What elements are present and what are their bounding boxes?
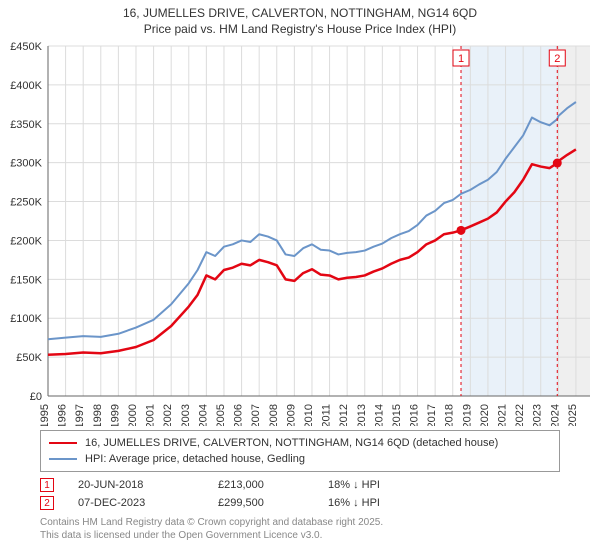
svg-text:1996: 1996	[57, 404, 69, 426]
svg-text:2: 2	[554, 53, 560, 65]
svg-text:2009: 2009	[285, 404, 297, 426]
svg-text:1997: 1997	[74, 404, 86, 426]
svg-text:2010: 2010	[303, 404, 315, 426]
plot-area: £0 £50K £100K £150K £200K £250K £300K £350K £400…	[0, 36, 600, 426]
svg-text:2002: 2002	[162, 404, 174, 426]
svg-text:1999: 1999	[109, 404, 121, 426]
svg-text:2001: 2001	[145, 404, 157, 426]
legend: 16, JUMELLES DRIVE, CALVERTON, NOTTINGHA…	[40, 430, 560, 472]
svg-text:£350K: £350K	[10, 119, 42, 131]
sale-price: £299,500	[218, 497, 328, 509]
svg-text:£0: £0	[30, 391, 42, 403]
legend-swatch	[49, 442, 77, 445]
svg-text:£150K: £150K	[10, 274, 42, 286]
sale-price: £213,000	[218, 479, 328, 491]
svg-text:£250K: £250K	[10, 197, 42, 209]
svg-text:£450K: £450K	[10, 41, 42, 53]
sale-delta: 18% ↓ HPI	[328, 479, 448, 491]
svg-text:2006: 2006	[233, 404, 245, 426]
svg-text:2003: 2003	[180, 404, 192, 426]
svg-text:2000: 2000	[127, 404, 139, 426]
sale-marker-box: 1	[40, 478, 54, 492]
svg-text:2020: 2020	[479, 404, 491, 426]
sales-table: 1 20-JUN-2018£213,00018% ↓ HPI 2 07-DEC-202…	[40, 476, 560, 512]
svg-text:2021: 2021	[497, 404, 509, 426]
title-line-2: Price paid vs. HM Land Registry's House …	[0, 22, 600, 36]
svg-text:2007: 2007	[250, 404, 262, 426]
svg-text:2008: 2008	[268, 404, 280, 426]
footer-line-1: Contains HM Land Registry data © Crown c…	[40, 516, 560, 529]
sale-date: 20-JUN-2018	[78, 479, 218, 491]
svg-text:2005: 2005	[215, 404, 227, 426]
svg-text:2024: 2024	[549, 404, 561, 426]
svg-text:2023: 2023	[532, 404, 544, 426]
svg-text:£100K: £100K	[10, 313, 42, 325]
footer-attribution: Contains HM Land Registry data © Crown c…	[40, 516, 560, 542]
svg-text:£200K: £200K	[10, 235, 42, 247]
svg-text:£50K: £50K	[16, 352, 42, 364]
sale-date: 07-DEC-2023	[78, 497, 218, 509]
title-line-1: 16, JUMELLES DRIVE, CALVERTON, NOTTINGHA…	[0, 6, 600, 20]
svg-text:1: 1	[458, 53, 464, 65]
svg-text:2004: 2004	[197, 404, 209, 426]
chart-header: 16, JUMELLES DRIVE, CALVERTON, NOTTINGHA…	[0, 0, 600, 36]
sales-row: 1 20-JUN-2018£213,00018% ↓ HPI	[40, 476, 560, 494]
svg-text:2013: 2013	[356, 404, 368, 426]
svg-text:2019: 2019	[461, 404, 473, 426]
sales-row: 2 07-DEC-2023£299,50016% ↓ HPI	[40, 494, 560, 512]
svg-text:£400K: £400K	[10, 80, 42, 92]
footer-line-2: This data is licensed under the Open Gov…	[40, 529, 560, 542]
legend-swatch	[49, 458, 77, 461]
legend-item: 16, JUMELLES DRIVE, CALVERTON, NOTTINGHA…	[49, 435, 551, 451]
svg-text:2015: 2015	[391, 404, 403, 426]
svg-text:2011: 2011	[321, 404, 333, 426]
svg-text:2025: 2025	[567, 404, 579, 426]
legend-label: 16, JUMELLES DRIVE, CALVERTON, NOTTINGHA…	[85, 437, 498, 449]
sale-delta: 16% ↓ HPI	[328, 497, 448, 509]
line-chart-svg: £0 £50K £100K £150K £200K £250K £300K £350K £400…	[0, 36, 600, 426]
svg-text:2014: 2014	[373, 404, 385, 426]
svg-text:£300K: £300K	[10, 158, 42, 170]
sale-marker-box: 2	[40, 496, 54, 510]
legend-item: HPI: Average price, detached house, Gedl…	[49, 451, 551, 467]
svg-text:2016: 2016	[409, 404, 421, 426]
svg-text:2018: 2018	[444, 404, 456, 426]
svg-text:2022: 2022	[514, 404, 526, 426]
svg-text:1995: 1995	[39, 404, 51, 426]
legend-label: HPI: Average price, detached house, Gedl…	[85, 453, 305, 465]
svg-text:2017: 2017	[426, 404, 438, 426]
svg-text:1998: 1998	[92, 404, 104, 426]
svg-text:2012: 2012	[338, 404, 350, 426]
